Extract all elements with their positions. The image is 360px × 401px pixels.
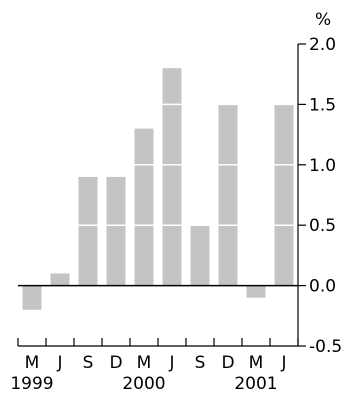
bar-8 [246,285,266,298]
x-tick-label-2: S [83,353,94,373]
x-tick-label-3: D [109,353,122,373]
bar-5 [162,68,182,286]
axes [17,43,306,347]
x-tick-label-6: S [195,353,206,373]
bar-3 [106,176,126,286]
bar-7 [218,104,238,286]
bar-2 [78,176,98,286]
x-tick-label-9: J [280,353,286,373]
x-tick-label-4: M [137,353,152,373]
y-tick-label-3: 0.5 [309,216,336,236]
bar-4 [134,128,154,286]
year-label-1: 2000 [122,374,165,394]
year-label-2: 2001 [234,374,277,394]
bar-1 [50,273,70,286]
x-tick-label-1: J [56,353,62,373]
bar-0 [22,285,42,310]
bar-6 [190,225,210,286]
x-tick-label-7: D [221,353,234,373]
x-tick-label-5: J [168,353,174,373]
x-tick-label-8: M [249,353,264,373]
y-tick-label-2: 1.0 [309,156,336,176]
y-axis-unit-label: % [315,10,331,30]
y-tick-label-4: 0.0 [309,277,336,297]
bars [22,68,294,310]
y-tick-label-5: -0.5 [309,337,342,357]
x-tick-label-0: M [25,353,40,373]
y-tick-label-1: 1.5 [309,95,336,115]
y-tick-label-0: 2.0 [309,35,336,55]
gridlines [18,43,298,226]
year-label-0: 1999 [10,374,53,394]
bar-9 [274,104,294,286]
